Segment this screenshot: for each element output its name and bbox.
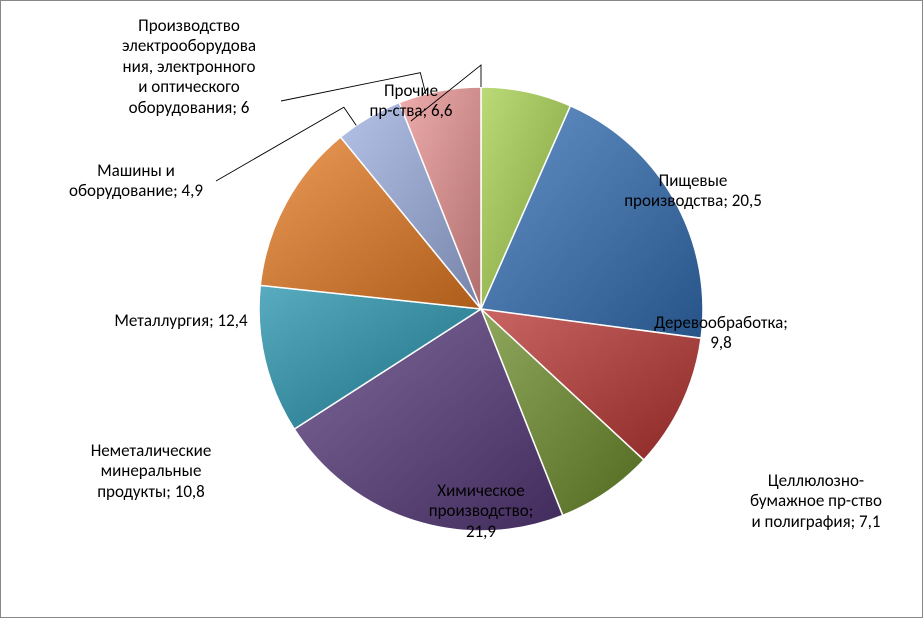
slice-label: Химическое производство; 21,9 <box>391 481 571 542</box>
slice-label: Металлургия; 12,4 <box>96 311 266 331</box>
slice-label: Прочие пр-ства; 6,6 <box>351 81 471 122</box>
slice-label: Неметалические минеральные продукты; 10,… <box>61 441 241 502</box>
pie-chart: Прочие пр-ства; 6,6 Пищевые производства;… <box>1 1 922 617</box>
slice-label: Деревообработка; 9,8 <box>631 313 811 354</box>
slice-label: Пищевые производства; 20,5 <box>603 171 783 212</box>
chart-frame: Прочие пр-ства; 6,6 Пищевые производства;… <box>0 0 923 618</box>
slice-label: Целлюлозно- бумажное пр-ство и полиграфи… <box>721 471 911 532</box>
slice-label: Машины и оборудование; 4,9 <box>51 161 221 202</box>
slice-label: Производство электрооборудова ния, элект… <box>89 16 289 118</box>
